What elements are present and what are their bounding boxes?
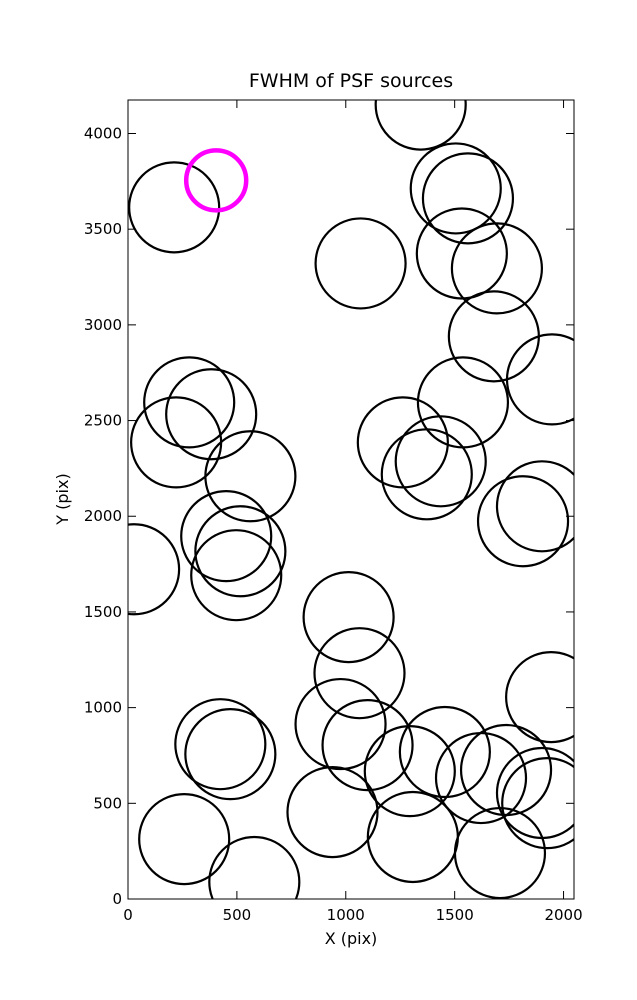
source-circle: [450, 222, 544, 315]
y-tick-label: 3000: [84, 316, 122, 334]
x-tick-label: 2000: [544, 906, 582, 924]
chart-title: FWHM of PSF sources: [249, 70, 453, 92]
source-circle: [294, 677, 387, 771]
source-circle: [204, 430, 297, 523]
source-circle: [180, 490, 273, 583]
source-circle: [165, 368, 258, 461]
source-circle: [321, 699, 414, 792]
source-circle: [363, 725, 456, 818]
source-circle: [208, 835, 301, 899]
source-circle: [505, 333, 574, 426]
source-circle: [416, 356, 510, 449]
source-circle: [447, 290, 540, 383]
x-tick-label: 500: [223, 906, 252, 924]
source-circle: [374, 100, 467, 151]
y-tick-label: 0: [112, 890, 122, 908]
source-circle: [128, 523, 181, 616]
source-circle: [398, 705, 491, 799]
source-circle: [476, 475, 570, 568]
source-circle: [128, 161, 221, 254]
source-circle: [495, 460, 574, 553]
y-tick-label: 2500: [84, 412, 122, 430]
source-circle: [459, 723, 553, 817]
x-tick-label: 0: [123, 906, 133, 924]
source-circle: [138, 792, 231, 886]
x-tick-label: 1000: [327, 906, 365, 924]
x-tick-label: 1500: [436, 906, 474, 924]
y-tick-label: 4000: [84, 124, 122, 142]
source-circle: [380, 428, 473, 521]
source-circle: [394, 415, 487, 508]
source-circle: [194, 505, 287, 598]
y-tick-label: 500: [93, 794, 122, 812]
source-circle: [453, 806, 547, 899]
plot-area: [128, 100, 574, 899]
y-tick-label: 1000: [84, 699, 122, 717]
source-circle: [501, 757, 574, 850]
highlight-circle: [183, 148, 249, 213]
x-axis-label: X (pix): [325, 929, 378, 948]
source-circle: [286, 766, 379, 859]
y-tick-label: 3500: [84, 220, 122, 238]
source-circle: [314, 217, 407, 310]
y-tick-label: 1500: [84, 603, 122, 621]
source-circle: [505, 651, 574, 744]
source-circle: [356, 396, 449, 489]
source-circle: [313, 627, 406, 720]
source-circle: [143, 356, 236, 449]
source-circle: [174, 698, 267, 791]
source-circle: [302, 571, 395, 664]
source-circle: [415, 207, 508, 300]
source-circle: [184, 708, 277, 801]
source-circle: [190, 529, 283, 622]
plot-frame: [127, 99, 575, 900]
source-circle: [409, 142, 502, 235]
source-circle: [495, 746, 574, 840]
source-circle: [366, 790, 459, 884]
source-circle: [421, 152, 515, 245]
y-tick-label: 2000: [84, 507, 122, 525]
y-axis-label: Y (pix): [53, 473, 72, 525]
